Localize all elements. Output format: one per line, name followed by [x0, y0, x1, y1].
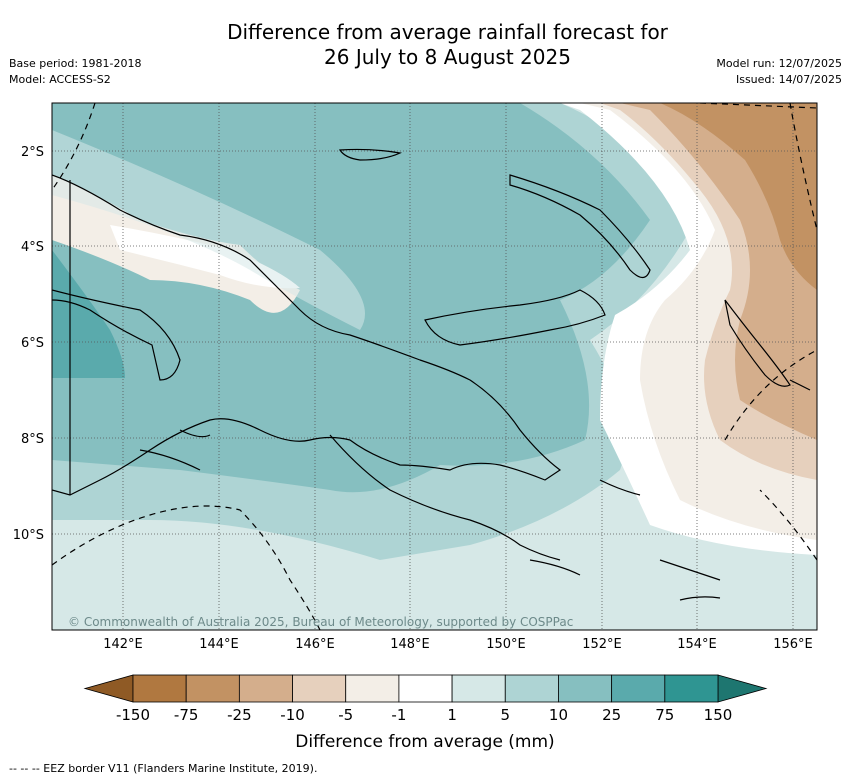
torres-strait-islands [139, 429, 211, 471]
colorbar-swatch [132, 674, 187, 703]
lon-tick-144e: 144°E [199, 637, 239, 652]
colorbar-swatch [558, 674, 613, 703]
eez-borders [52, 103, 817, 630]
graticule [52, 103, 817, 630]
new-guinea-mainland [52, 174, 562, 496]
base-period: Base period: 1981-2018 [9, 57, 142, 70]
colorbar-swatch [504, 674, 559, 703]
colorbar-tick-label: -5 [338, 706, 353, 724]
colorbar-swatch [238, 674, 293, 703]
light-north-band [52, 130, 365, 330]
lon-tick-148e: 148°E [390, 637, 430, 652]
colorbar-tick-label: 25 [602, 706, 621, 724]
lon-tick-142e: 142°E [103, 637, 143, 652]
papuan-peninsula [329, 434, 561, 561]
bougainville [724, 299, 791, 387]
manus-island [338, 148, 403, 161]
bird-head-region [52, 289, 181, 381]
colorbar: -150 -75 -25 -10 -5 -1 1 5 10 25 75 150 [83, 674, 768, 724]
coastlines [52, 148, 811, 601]
model-run: Model run: 12/07/2025 [716, 57, 842, 70]
colorbar-tick-label: 150 [704, 706, 733, 724]
new-britain [424, 289, 606, 346]
colorbar-tick-label: -10 [280, 706, 305, 724]
issued-date: Issued: 14/07/2025 [735, 73, 842, 86]
lon-tick-146e: 146°E [295, 637, 335, 652]
lon-tick-154e: 154°E [677, 637, 717, 652]
colorbar-tick-label: 1 [447, 706, 457, 724]
meta-right: Model run: 12/07/2025 Issued: 14/07/2025 [716, 56, 842, 88]
colorbar-swatch [664, 674, 719, 703]
map-panel [52, 103, 817, 630]
new-ireland [509, 174, 651, 279]
colorbar-swatch [398, 674, 453, 703]
colorbar-tick-label: -150 [116, 706, 150, 724]
colorbar-swatch [451, 674, 506, 703]
map-frame [51, 102, 818, 631]
colorbar-swatch [292, 674, 347, 703]
lat-tick-8s: 8°S [21, 432, 44, 447]
title-line-1: Difference from average rainfall forecas… [227, 20, 668, 44]
lat-tick-4s: 4°S [21, 240, 44, 255]
page-title: Difference from average rainfall forecas… [0, 20, 850, 70]
colorbar-tick-label: -1 [391, 706, 406, 724]
fergusson-islands [529, 479, 721, 581]
colorbar-tick-label: 10 [549, 706, 568, 724]
legend-title: Difference from average (mm) [295, 732, 554, 752]
title-line-2: 26 July to 8 August 2025 [324, 45, 571, 69]
colorbar-tick-label: -75 [174, 706, 199, 724]
map-attribution: © Commonwealth of Australia 2025, Bureau… [68, 615, 573, 629]
lon-tick-152e: 152°E [582, 637, 622, 652]
eez-footnote: -- -- -- EEZ border V11 (Flanders Marine… [9, 762, 318, 775]
colorbar-tick-label: 75 [655, 706, 674, 724]
meta-left: Base period: 1981-2018 Model: ACCESS-S2 [9, 56, 141, 88]
lat-tick-10s: 10°S [13, 528, 44, 543]
colorbar-swatch [611, 674, 666, 703]
colorbar-swatch [185, 674, 240, 703]
model-name: Model: ACCESS-S2 [9, 73, 111, 86]
white-west-region [110, 225, 300, 289]
lat-tick-2s: 2°S [21, 145, 44, 160]
colorbar-swatch [345, 674, 400, 703]
colorbar-extend-low [83, 674, 134, 703]
colorbar-tick-label: -25 [227, 706, 252, 724]
lon-tick-156e: 156°E [773, 637, 813, 652]
colorbar-tick-label: 5 [500, 706, 510, 724]
lat-tick-6s: 6°S [21, 336, 44, 351]
solomon-islands-east [679, 379, 811, 601]
dry-east-4 [640, 103, 817, 290]
colorbar-extend-high [717, 674, 768, 703]
lon-tick-150e: 150°E [486, 637, 526, 652]
